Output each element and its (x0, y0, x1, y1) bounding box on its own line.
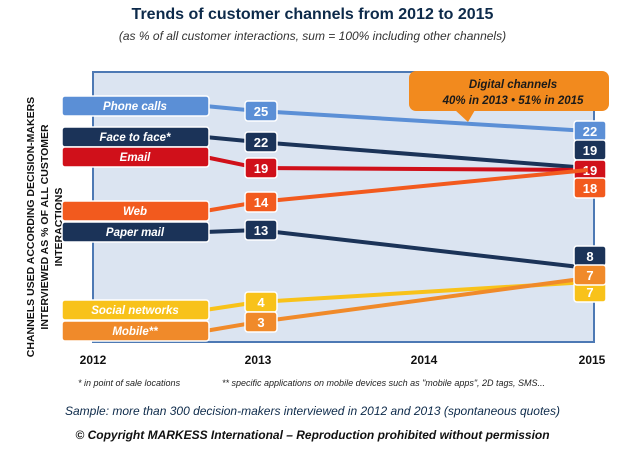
callout-box (409, 71, 609, 111)
data-label-2015: 19 (583, 163, 597, 178)
data-label-bg (244, 157, 278, 179)
callout-line-1: Digital channels (468, 79, 558, 91)
copyright-notice: © Copyright MARKESS International – Repr… (75, 428, 550, 442)
legend-swatch (61, 320, 210, 342)
legend-label: Web (123, 206, 147, 218)
legend-label: Social networks (91, 305, 179, 317)
legend-swatch (61, 221, 210, 243)
callout-pointer (455, 110, 475, 122)
legend-item: Phone calls (61, 95, 210, 117)
data-label-2013: 19 (254, 161, 268, 176)
legend-item: Social networks (61, 299, 210, 321)
x-tick-label: 2014 (411, 353, 438, 367)
legend-item: Web (61, 200, 210, 222)
data-label-bg (244, 131, 278, 153)
x-tick-label: 2013 (245, 353, 272, 367)
legend-item: Mobile** (61, 320, 210, 342)
sample-note: Sample: more than 300 decision-makers in… (65, 404, 560, 418)
data-label-2013: 25 (254, 104, 268, 119)
x-tick-label: 2012 (80, 353, 107, 367)
legend-item: Email (61, 146, 210, 168)
legend-label: Paper mail (106, 227, 165, 239)
footnote-mobile: ** specific applications on mobile devic… (222, 378, 546, 388)
data-label-bg (573, 264, 607, 286)
data-label-2013: 14 (254, 195, 269, 210)
callout-line-2: 40% in 2013 • 51% in 2015 (442, 95, 584, 107)
legend-item: Face to face* (61, 126, 210, 148)
chart-subtitle: (as % of all customer interactions, sum … (118, 29, 507, 43)
footnote-face-to-face: * in point of sale locations (78, 378, 181, 388)
data-label-bg (244, 219, 278, 241)
data-label-2015: 7 (586, 268, 593, 283)
data-label-2013: 22 (254, 135, 268, 150)
legend-label: Email (120, 152, 151, 164)
data-label-2013: 4 (257, 295, 265, 310)
legend-swatch (61, 95, 210, 117)
data-label-2013: 3 (257, 315, 264, 330)
legend-label: Phone calls (103, 101, 167, 113)
data-label-2015: 19 (583, 143, 597, 158)
data-label-bg (244, 311, 278, 333)
data-label-bg (244, 100, 278, 122)
data-label-2015: 22 (583, 124, 597, 139)
data-label-2013: 13 (254, 223, 268, 238)
x-tick-label: 2015 (579, 353, 606, 367)
legend-swatch (61, 200, 210, 222)
legend-swatch (61, 299, 210, 321)
data-label-2015: 8 (586, 249, 593, 264)
data-label-bg (573, 177, 607, 199)
data-label-bg (244, 191, 278, 213)
data-label-2015: 7 (586, 285, 593, 300)
legend-swatch (61, 146, 210, 168)
legend-label: Mobile** (112, 326, 158, 338)
legend-label: Face to face* (100, 132, 171, 144)
legend-item: Paper mail (61, 221, 210, 243)
data-label-2015: 18 (583, 181, 597, 196)
chart-title: Trends of customer channels from 2012 to… (131, 6, 494, 23)
digital-channels-callout: Digital channels 40% in 2013 • 51% in 20… (408, 77, 618, 109)
